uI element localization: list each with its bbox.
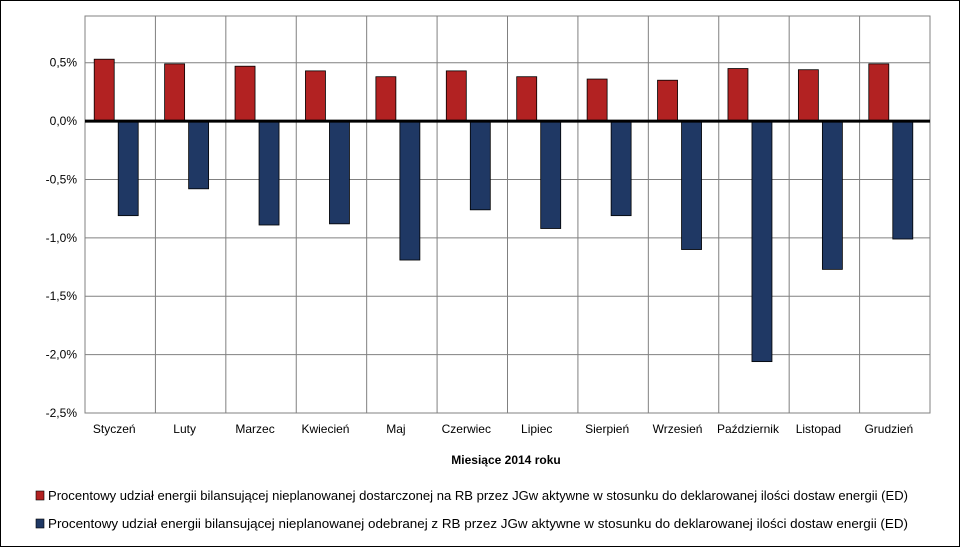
- bar-received-6: [469, 120, 491, 211]
- y-tick-label: -1,0%: [46, 231, 78, 245]
- x-tick-label: Październik: [717, 422, 780, 436]
- legend-swatch-delivered: [35, 490, 45, 501]
- bar-delivered-3: [234, 65, 256, 122]
- y-tick-label: -2,5%: [46, 406, 78, 420]
- y-tick-label: 0,5%: [50, 56, 78, 70]
- x-tick-label: Lipiec: [521, 422, 552, 436]
- x-tick-label: Luty: [173, 422, 196, 436]
- legend-label-delivered: Procentowy udział energii bilansującej n…: [48, 489, 908, 503]
- bar-received-3: [258, 120, 280, 226]
- legend-swatch-received: [35, 518, 45, 529]
- x-axis-tick-labels: Styczeń Luty Marzec Kwiecień Maj Czerwiec Lipi…: [93, 422, 913, 436]
- legend: Procentowy udział energii bilansującej n…: [35, 489, 908, 531]
- x-tick-label: Czerwiec: [442, 422, 491, 436]
- bars: [93, 58, 914, 363]
- bar-received-1: [117, 120, 139, 217]
- bar-delivered-8: [586, 78, 608, 122]
- bar-received-2: [188, 120, 210, 190]
- bar-received-11: [821, 120, 843, 270]
- bar-delivered-2: [164, 63, 186, 122]
- bar-delivered-10: [727, 68, 749, 122]
- bar-received-7: [540, 120, 562, 229]
- x-tick-label: Grudzień: [864, 422, 913, 436]
- bar-received-4: [329, 120, 350, 225]
- x-tick-label: Styczeń: [93, 422, 136, 436]
- x-tick-label: Maj: [386, 422, 405, 436]
- bar-delivered-9: [657, 79, 678, 122]
- bar-received-12: [892, 120, 914, 240]
- bar-delivered-1: [93, 58, 115, 122]
- x-tick-label: Kwiecień: [301, 422, 349, 436]
- bar-delivered-12: [868, 63, 890, 122]
- x-tick-label: Wrzesień: [653, 422, 703, 436]
- grid-lines: [84, 15, 931, 414]
- bar-received-9: [681, 120, 702, 250]
- bar-received-8: [610, 120, 632, 217]
- x-tick-label: Marzec: [235, 422, 274, 436]
- bar-received-5: [399, 120, 421, 261]
- bar-delivered-11: [797, 69, 819, 122]
- x-tick-label: Sierpień: [585, 422, 629, 436]
- x-axis-title: Miesiące 2014 roku: [451, 453, 560, 467]
- y-tick-label: -0,5%: [46, 172, 78, 186]
- bar-delivered-4: [305, 70, 326, 122]
- x-tick-label: Listopad: [796, 422, 841, 436]
- bar-delivered-6: [445, 70, 467, 122]
- y-tick-label: -1,5%: [46, 289, 78, 303]
- y-tick-label: 0,0%: [50, 114, 78, 128]
- y-axis-tick-labels: 0,5% 0,0% -0,5% -1,0% -1,5% -2,0% -2,5%: [46, 56, 78, 420]
- bar-delivered-7: [516, 76, 538, 122]
- y-tick-label: -2,0%: [46, 348, 78, 362]
- bar-delivered-5: [375, 76, 397, 122]
- legend-label-received: Procentowy udział energii bilansującej n…: [48, 517, 908, 531]
- bar-received-10: [751, 120, 773, 363]
